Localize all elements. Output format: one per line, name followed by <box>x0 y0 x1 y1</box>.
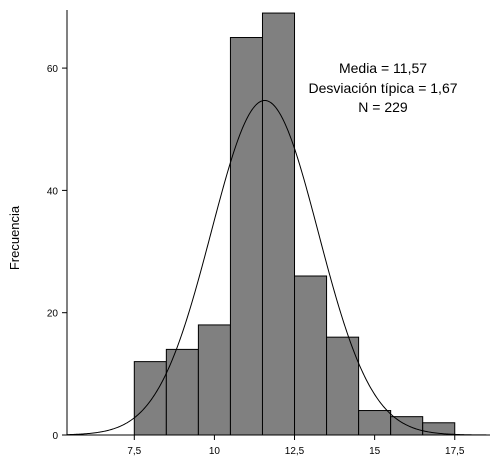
histogram-bar <box>197 324 231 436</box>
y-tick-label: 0 <box>52 431 58 442</box>
histogram-bar <box>326 336 360 436</box>
y-tick-label: 40 <box>47 186 59 197</box>
x-axis-ticks: 7,5 10 12,5 15 17,5 <box>127 435 465 457</box>
x-tick-label: 15 <box>369 446 381 457</box>
x-tick-label: 12,5 <box>285 446 305 457</box>
histogram-bar <box>229 37 263 436</box>
histogram-bar <box>133 361 167 436</box>
histogram-bar <box>294 275 328 436</box>
x-tick-label: 17,5 <box>445 446 465 457</box>
stats-annotation: Media = 11,57 Desviación típica = 1,67 N… <box>308 60 457 115</box>
x-tick-label: 7,5 <box>127 446 141 457</box>
histogram-bar <box>358 410 392 436</box>
axes <box>66 10 490 436</box>
stats-mean: Media = 11,57 <box>339 60 427 76</box>
histogram-bars <box>133 12 456 436</box>
normal-curve <box>66 99 490 436</box>
histogram-bar <box>261 12 296 436</box>
histogram-bar <box>390 416 424 436</box>
y-tick-label: 20 <box>47 309 59 320</box>
x-tick-label: 10 <box>209 446 221 457</box>
y-tick-label: 60 <box>47 64 59 75</box>
histogram-bar <box>165 348 199 436</box>
y-axis-ticks: 0 20 40 60 <box>47 64 67 442</box>
y-axis-title: Frecuencia <box>7 205 22 270</box>
stats-n: N = 229 <box>358 99 408 115</box>
stats-sd: Desviación típica = 1,67 <box>308 80 457 96</box>
